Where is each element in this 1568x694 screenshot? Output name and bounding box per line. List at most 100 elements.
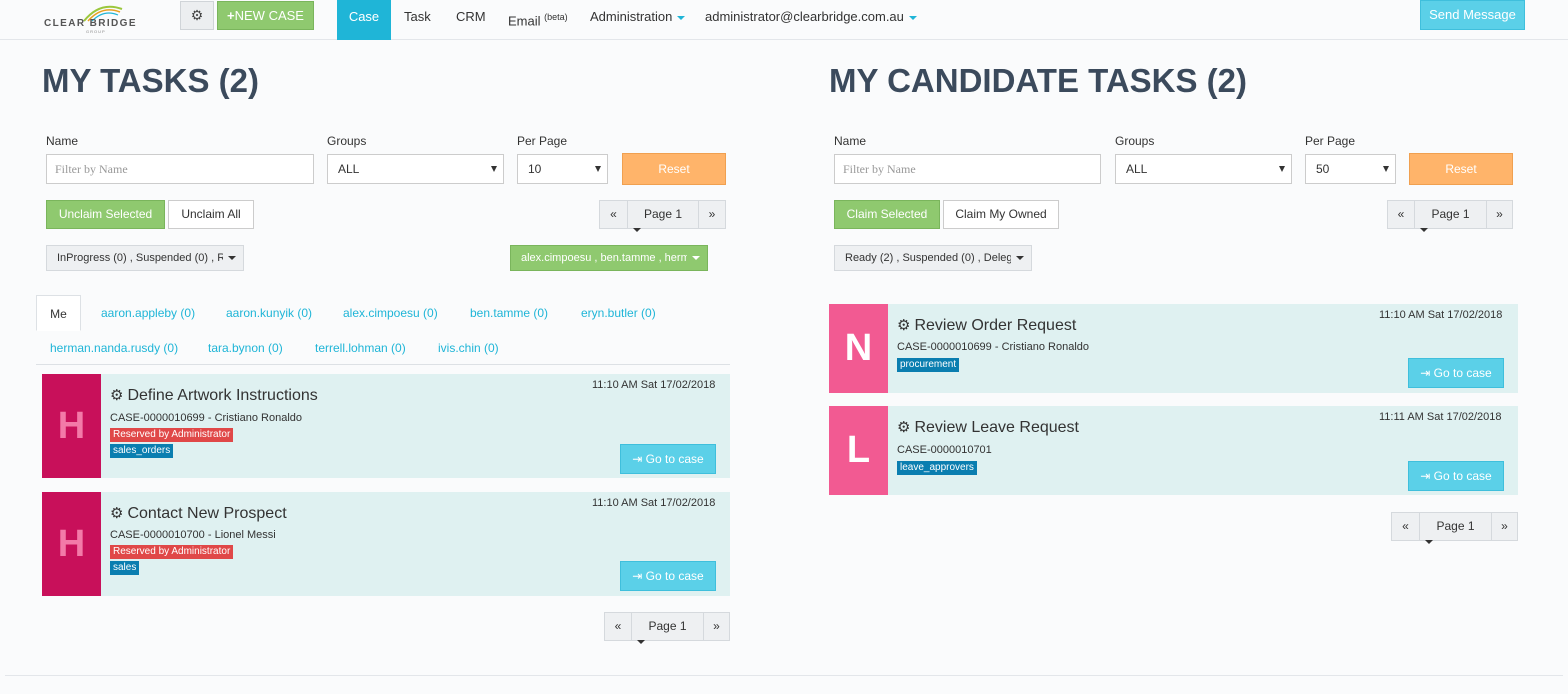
nav-user-menu[interactable]: administrator@clearbridge.com.au [705,0,917,40]
gear-icon: ⚙ [190,7,204,23]
task-case: CASE-0000010699 - Cristiano Ronaldo [897,341,1090,353]
gear-icon: ⚙ [110,505,124,522]
task-name[interactable]: ⚙ Define Artwork Instructions [110,386,318,405]
name-label: Name [46,134,79,148]
reset-button[interactable]: Reset [622,153,726,185]
clearbridge-logo[interactable]: CLEAR BRIDGE GROUP [40,3,140,35]
per-page-select[interactable]: 50 [1305,154,1396,184]
name-filter-input[interactable]: Filter by Name [834,154,1101,184]
tab-herman-nanda-rusdy[interactable]: herman.nanda.rusdy (0) [50,341,179,355]
prev-page-button[interactable]: « [600,201,628,228]
nav-task[interactable]: Task [404,0,431,40]
page-select[interactable]: Page 1 [628,201,699,232]
nav-user-label: administrator@clearbridge.com.au [705,9,904,24]
task-name-label: Review Order Request [914,317,1077,334]
tab-tara-bynon[interactable]: tara.bynon (0) [208,341,283,355]
per-page-label: Per Page [1305,134,1356,148]
task-time: 11:11 AM Sat 17/02/2018 [1379,411,1502,423]
task-name[interactable]: ⚙ Contact New Prospect [110,504,287,523]
nav-administration[interactable]: Administration [590,0,686,40]
prev-page-button[interactable]: « [1388,201,1415,228]
task-name-label: Define Artwork Instructions [127,387,318,404]
user-filter-label: alex.cimpoesu , ben.tamme , herman.nanda… [521,252,687,264]
per-page-label: Per Page [517,134,568,148]
groups-select[interactable]: ALL [1115,154,1292,184]
tab-alex-cimpoesu[interactable]: alex.cimpoesu (0) [343,306,438,320]
task-name[interactable]: ⚙ Review Order Request [897,316,1076,335]
chevron-down-icon [677,15,686,20]
chevron-down-icon [1425,540,1433,544]
name-label: Name [834,134,867,148]
per-page-value: 50 [1316,162,1330,176]
nav-email[interactable]: Email (beta) [508,0,568,40]
page-select[interactable]: Page 1 [632,613,704,644]
go-to-case-label: Go to case [1433,469,1492,483]
new-case-button[interactable]: +NEW CASE [217,1,314,30]
reset-button[interactable]: Reset [1409,153,1513,185]
dropdown-arrow-icon [1383,166,1389,172]
nav-case[interactable]: Case [337,0,391,40]
status-filter-dropdown[interactable]: InProgress (0) , Suspended (0) , Reserve… [46,245,244,271]
next-page-button[interactable]: » [1496,207,1503,221]
task-name-label: Contact New Prospect [127,505,287,522]
task-card[interactable]: H ⚙ Define Artwork Instructions 11:10 AM … [42,374,730,478]
group-badge: sales_orders [110,444,174,458]
tab-eryn-butler[interactable]: eryn.butler (0) [581,306,656,320]
next-page-button[interactable]: » [1501,519,1508,533]
gear-icon: ⚙ [897,317,911,334]
groups-select[interactable]: ALL [327,154,504,184]
go-to-case-button[interactable]: ⇥ Go to case [1408,358,1504,388]
reserved-badge: Reserved by Administrator [110,428,234,442]
sign-in-icon: ⇥ [632,452,646,466]
dropdown-arrow-icon [1279,166,1285,172]
page-select[interactable]: Page 1 [1420,513,1492,544]
tab-me[interactable]: Me [36,295,81,331]
next-page-button[interactable]: » [713,619,720,633]
pagination: « Page 1 » [1387,200,1513,232]
my-tasks-title: MY TASKS (2) [42,62,259,99]
task-card[interactable]: N ⚙ Review Order Request 11:10 AM Sat 17/… [829,304,1518,393]
send-message-button[interactable]: Send Message [1420,0,1525,30]
avatar: L [829,406,888,495]
status-filter-label: InProgress (0) , Suspended (0) , Reserve… [57,252,223,264]
go-to-case-button[interactable]: ⇥ Go to case [620,444,716,474]
per-page-select[interactable]: 10 [517,154,608,184]
chevron-down-icon [228,256,236,261]
page-label: Page 1 [1436,519,1475,533]
task-card[interactable]: H ⚙ Contact New Prospect 11:10 AM Sat 17/… [42,492,730,596]
user-tabs: Me aaron.appleby (0) aaron.kunyik (0) al… [36,295,730,365]
prev-page-button[interactable]: « [605,613,632,640]
reserved-badge: Reserved by Administrator [110,545,234,559]
gear-icon: ⚙ [110,387,124,404]
next-page-button[interactable]: » [708,207,716,221]
tab-aaron-appleby[interactable]: aaron.appleby (0) [101,306,196,320]
go-to-case-button[interactable]: ⇥ Go to case [620,561,716,591]
unclaim-all-button[interactable]: Unclaim All [168,200,254,229]
task-card[interactable]: L ⚙ Review Leave Request 11:11 AM Sat 17/… [829,406,1518,495]
groups-value: ALL [1126,162,1148,176]
user-filter-dropdown[interactable]: alex.cimpoesu , ben.tamme , herman.nanda… [510,245,708,271]
task-case: CASE-0000010701 [897,444,992,456]
page-select[interactable]: Page 1 [1415,201,1487,232]
settings-button[interactable]: ⚙ [180,1,214,30]
unclaim-selected-button[interactable]: Unclaim Selected [46,200,165,229]
prev-page-button[interactable]: « [1392,513,1420,540]
plus-icon: + [227,8,235,23]
tab-ben-tamme[interactable]: ben.tamme (0) [470,306,549,320]
bottom-pagination: « Page 1 » [1391,512,1518,544]
tab-aaron-kunyik[interactable]: aaron.kunyik (0) [226,306,313,320]
task-name[interactable]: ⚙ Review Leave Request [897,418,1079,437]
bottom-pagination: « Page 1 » [604,612,730,644]
status-filter-dropdown[interactable]: Ready (2) , Suspended (0) , Delegated (0… [834,245,1032,271]
chevron-down-icon [692,256,700,261]
nav-crm[interactable]: CRM [456,0,486,40]
tab-ivis-chin[interactable]: ivis.chin (0) [438,341,499,355]
name-filter-input[interactable]: Filter by Name [46,154,314,184]
claim-selected-button[interactable]: Claim Selected [834,200,940,229]
tab-terrell-lohman[interactable]: terrell.lohman (0) [315,341,406,355]
claim-my-owned-button[interactable]: Claim My Owned [943,200,1059,229]
avatar: H [42,374,101,478]
go-to-case-button[interactable]: ⇥ Go to case [1408,461,1504,491]
logo-swoosh-icon [83,5,123,22]
page-label: Page 1 [648,619,687,633]
